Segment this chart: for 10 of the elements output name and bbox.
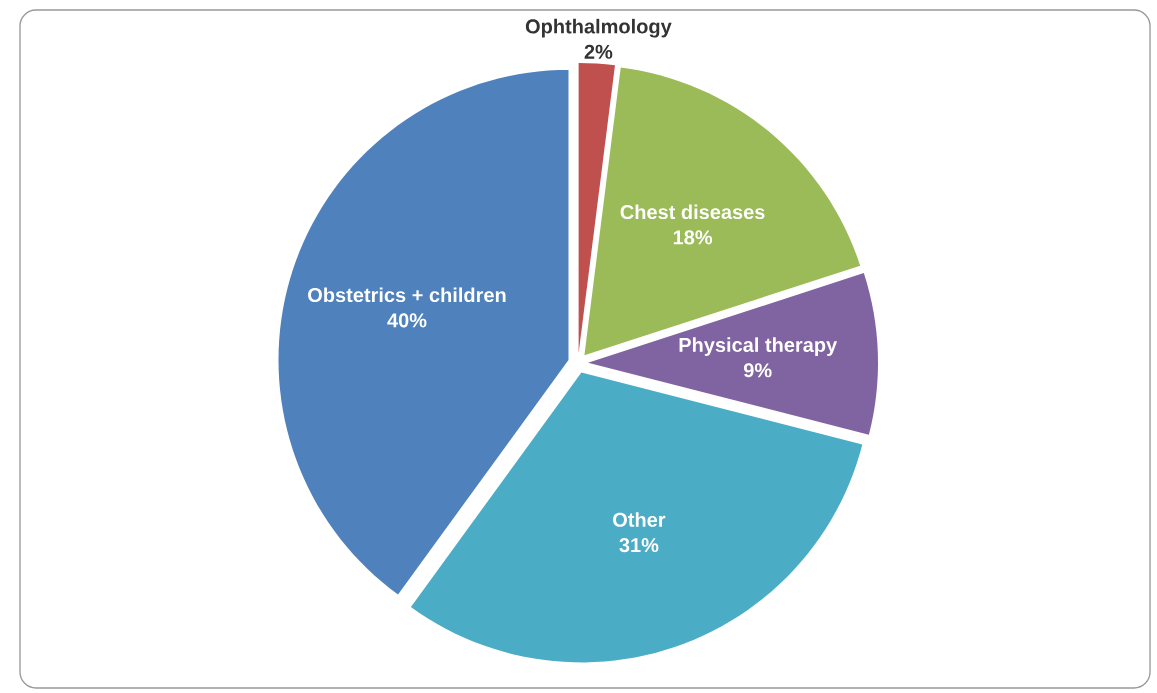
- data-label: 2%: [584, 44, 613, 59]
- data-label: 40%: [387, 313, 427, 328]
- slice-label: Obstetrics + children: [308, 287, 506, 303]
- slice-label: Other: [613, 512, 666, 527]
- slice-label: Chest diseases: [620, 204, 765, 220]
- slice-label: Ophthalmology: [525, 18, 672, 38]
- data-label: 31%: [619, 538, 659, 553]
- data-label: 9%: [743, 363, 772, 378]
- data-label: 18%: [673, 230, 713, 245]
- slice-label: Physical therapy: [679, 337, 838, 356]
